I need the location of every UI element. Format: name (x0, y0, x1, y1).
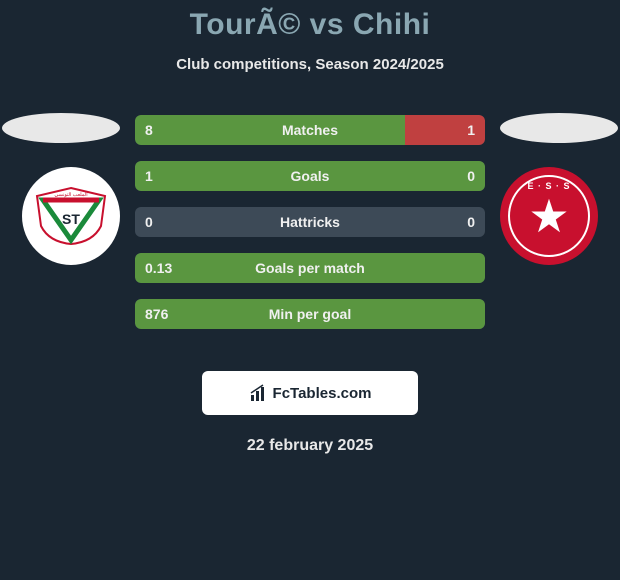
stat-label: Goals per match (135, 253, 485, 283)
stat-row-min-per-goal: 876 Min per goal (135, 299, 485, 329)
svg-text:الملعب التونسي: الملعب التونسي (54, 192, 87, 198)
badge-right-text: E · S · S (510, 181, 588, 191)
team-badge-right: E · S · S ★ (500, 167, 598, 265)
star-icon: ★ (528, 193, 569, 239)
stat-row-matches: 8 Matches 1 (135, 115, 485, 145)
team-badge-left: ST الملعب التونسي (22, 167, 120, 265)
player-right-shadow (500, 113, 618, 143)
source-logo[interactable]: FcTables.com (202, 371, 418, 415)
stat-row-goals: 1 Goals 0 (135, 161, 485, 191)
chart-icon (249, 383, 269, 403)
svg-text:ST: ST (62, 211, 80, 227)
stat-row-hattricks: 0 Hattricks 0 (135, 207, 485, 237)
source-logo-text: FcTables.com (273, 385, 372, 402)
stat-value-right: 0 (467, 207, 475, 237)
stat-value-right: 0 (467, 161, 475, 191)
stat-label: Goals (135, 161, 485, 191)
team-badge-right-logo: E · S · S ★ (508, 175, 590, 257)
team-badge-left-logo: ST الملعب التونسي (33, 186, 109, 246)
stat-label: Hattricks (135, 207, 485, 237)
player-left-shadow (2, 113, 120, 143)
stats-area: ST الملعب التونسي E · S · S ★ 8 Matches … (0, 115, 620, 365)
stat-row-goals-per-match: 0.13 Goals per match (135, 253, 485, 283)
stat-value-right: 1 (467, 115, 475, 145)
subtitle: Club competitions, Season 2024/2025 (0, 56, 620, 73)
page-title: TourÃ© vs Chihi (0, 8, 620, 42)
comparison-card: TourÃ© vs Chihi Club competitions, Seaso… (0, 0, 620, 455)
stat-rows: 8 Matches 1 1 Goals 0 0 Hattricks 0 (135, 115, 485, 329)
stat-label: Min per goal (135, 299, 485, 329)
date-text: 22 february 2025 (0, 437, 620, 455)
stat-label: Matches (135, 115, 485, 145)
